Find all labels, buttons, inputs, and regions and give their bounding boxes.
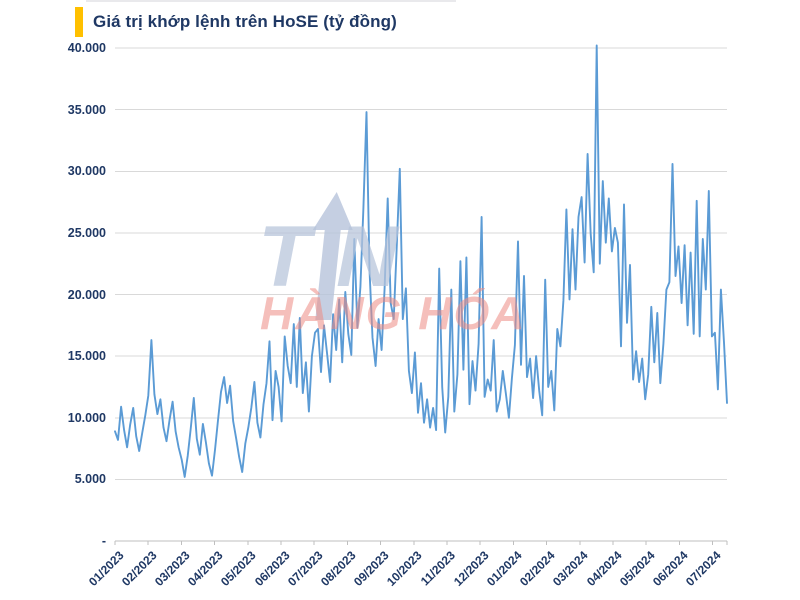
- top-border-line: [86, 0, 456, 2]
- gridlines: [115, 47, 727, 480]
- y-tick-label: 25.000: [67, 225, 106, 240]
- chart-title: Giá trị khớp lệnh trên HoSE (tỷ đồng): [93, 12, 397, 31]
- y-tick-label: 30.000: [67, 164, 106, 179]
- y-tick-label: 20.000: [67, 287, 106, 302]
- chart-header: Giá trị khớp lệnh trên HoSE (tỷ đồng): [75, 7, 397, 37]
- title-accent-bar: [75, 7, 83, 37]
- y-tick-label: 15.000: [67, 349, 106, 364]
- y-tick-label: -: [101, 534, 106, 548]
- series-group: [114, 44, 728, 478]
- y-tick-label: 5.000: [74, 472, 106, 487]
- series-line: [114, 44, 728, 478]
- x-axis: [114, 540, 728, 545]
- y-tick-label: 40.000: [67, 41, 106, 55]
- y-tick-label: 35.000: [67, 102, 106, 117]
- y-tick-label: 10.000: [67, 410, 106, 425]
